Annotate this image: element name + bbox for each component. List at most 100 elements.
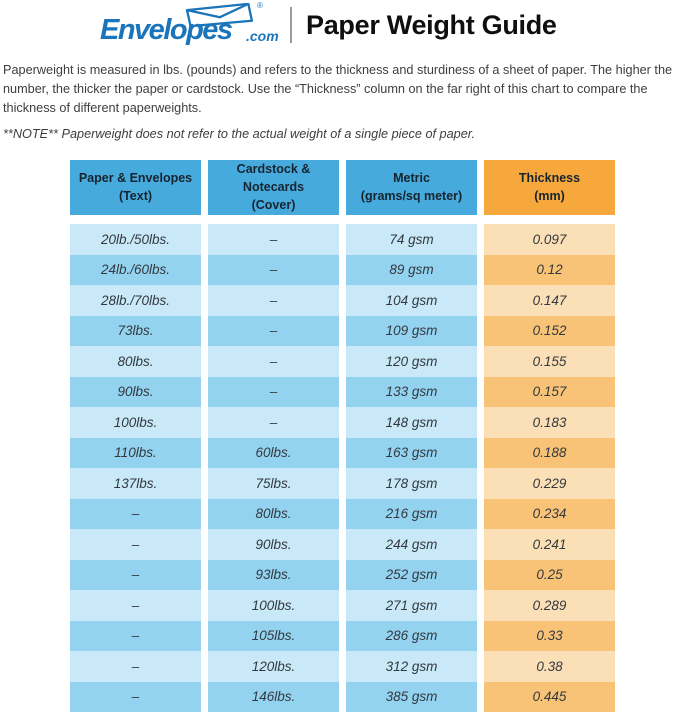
registered-mark: ® — [257, 1, 263, 10]
cell-cardstock-weight: – — [208, 254, 339, 286]
cell-thickness-mm: 0.33 — [484, 620, 615, 652]
cell-cardstock-weight: 146lbs. — [208, 681, 339, 712]
cell-metric-gsm: 178 gsm — [346, 468, 477, 499]
cell-thickness-mm: 0.097 — [484, 224, 615, 255]
column-header-thickness: Thickness (mm) — [484, 160, 615, 215]
cell-metric-gsm: 74 gsm — [346, 224, 477, 255]
cell-thickness-mm: 0.229 — [484, 468, 615, 499]
header-divider — [290, 7, 292, 43]
paper-weight-table: Paper & Envelopes (Text) Cardstock & Not… — [70, 160, 615, 712]
table-row: –93lbs. 252 gsm 0.25 — [70, 559, 615, 591]
table-row: –100lbs. 271 gsm 0.289 — [70, 590, 615, 621]
table-row: 110lbs. 60lbs. 163 gsm 0.188 — [70, 437, 615, 469]
cell-cardstock-weight: 80lbs. — [208, 498, 339, 530]
cell-paper-weight: 110lbs. — [70, 437, 201, 469]
cell-metric-gsm: 89 gsm — [346, 254, 477, 286]
cell-cardstock-weight: – — [208, 346, 339, 377]
cell-metric-gsm: 104 gsm — [346, 285, 477, 316]
column-header-cardstock-notecards: Cardstock & Notecards (Cover) — [208, 160, 339, 215]
column-header-line2: (grams/sq meter) — [360, 189, 463, 204]
cell-metric-gsm: 148 gsm — [346, 407, 477, 438]
cell-paper-weight: 28lb./70lbs. — [70, 285, 201, 316]
cell-metric-gsm: 385 gsm — [346, 681, 477, 712]
cell-cardstock-weight: – — [208, 407, 339, 438]
cell-cardstock-weight: 90lbs. — [208, 529, 339, 560]
cell-metric-gsm: 286 gsm — [346, 620, 477, 652]
cell-thickness-mm: 0.38 — [484, 651, 615, 682]
logo-tld-text: .com — [246, 28, 279, 44]
cell-paper-weight: – — [70, 620, 201, 652]
intro-paragraph: Paperweight is measured in lbs. (pounds)… — [3, 63, 673, 116]
cell-thickness-mm: 0.183 — [484, 407, 615, 438]
table-row: –146lbs. 385 gsm 0.445 — [70, 681, 615, 712]
cell-thickness-mm: 0.241 — [484, 529, 615, 560]
cell-metric-gsm: 216 gsm — [346, 498, 477, 530]
cell-cardstock-weight: 93lbs. — [208, 559, 339, 591]
page-title: Paper Weight Guide — [306, 9, 557, 40]
cell-cardstock-weight: 75lbs. — [208, 468, 339, 499]
cell-paper-weight: – — [70, 529, 201, 560]
table-row: –120lbs. 312 gsm 0.38 — [70, 651, 615, 682]
cell-metric-gsm: 252 gsm — [346, 559, 477, 591]
table-row: –105lbs. 286 gsm 0.33 — [70, 620, 615, 652]
table-row: –90lbs. 244 gsm 0.241 — [70, 529, 615, 560]
cell-cardstock-weight: 100lbs. — [208, 590, 339, 621]
cell-cardstock-weight: – — [208, 315, 339, 347]
column-header-line1: Paper & Envelopes — [78, 171, 193, 186]
cell-cardstock-weight: – — [208, 285, 339, 316]
cell-thickness-mm: 0.147 — [484, 285, 615, 316]
cell-paper-weight: 80lbs. — [70, 346, 201, 377]
cell-paper-weight: 20lb./50lbs. — [70, 224, 201, 255]
column-header-paper-envelopes: Paper & Envelopes (Text) — [70, 160, 201, 215]
table-row: 100lbs. –148 gsm 0.183 — [70, 407, 615, 438]
column-header-metric: Metric (grams/sq meter) — [346, 160, 477, 215]
header: ® Envelopes .com Paper Weight Guide — [0, 0, 679, 50]
cell-cardstock-weight: – — [208, 224, 339, 255]
table-row: 24lb./60lbs. –89 gsm 0.12 — [70, 254, 615, 286]
cell-paper-weight: 137lbs. — [70, 468, 201, 499]
cell-metric-gsm: 109 gsm — [346, 315, 477, 347]
table-row: 90lbs. –133 gsm 0.157 — [70, 376, 615, 408]
cell-thickness-mm: 0.12 — [484, 254, 615, 286]
column-header-line1: Thickness — [518, 171, 581, 186]
envelope-icon — [185, 3, 254, 27]
cell-paper-weight: 73lbs. — [70, 315, 201, 347]
cell-metric-gsm: 133 gsm — [346, 376, 477, 408]
cell-metric-gsm: 244 gsm — [346, 529, 477, 560]
table-row: –80lbs. 216 gsm 0.234 — [70, 498, 615, 530]
cell-thickness-mm: 0.234 — [484, 498, 615, 530]
column-header-line2: (Cover) — [251, 198, 296, 213]
cell-cardstock-weight: 105lbs. — [208, 620, 339, 652]
table-row: 73lbs. –109 gsm 0.152 — [70, 315, 615, 347]
table-body: 20lb./50lbs. –74 gsm 0.097 24lb./60lbs. –89 … — [70, 224, 615, 712]
cell-thickness-mm: 0.188 — [484, 437, 615, 469]
cell-thickness-mm: 0.289 — [484, 590, 615, 621]
column-header-line2: (mm) — [534, 189, 565, 204]
cell-metric-gsm: 120 gsm — [346, 346, 477, 377]
table-row: 137lbs. 75lbs. 178 gsm 0.229 — [70, 468, 615, 499]
intro-note: **NOTE** Paperweight does not refer to t… — [3, 127, 476, 142]
table-row: 80lbs. –120 gsm 0.155 — [70, 346, 615, 377]
column-header-line1: Metric — [393, 171, 430, 186]
intro-section: Paperweight is measured in lbs. (pounds)… — [0, 61, 679, 141]
cell-metric-gsm: 271 gsm — [346, 590, 477, 621]
cell-thickness-mm: 0.155 — [484, 346, 615, 377]
cell-metric-gsm: 163 gsm — [346, 437, 477, 469]
cell-paper-weight: – — [70, 681, 201, 712]
cell-paper-weight: – — [70, 559, 201, 591]
cell-paper-weight: 90lbs. — [70, 376, 201, 408]
cell-metric-gsm: 312 gsm — [346, 651, 477, 682]
cell-paper-weight: – — [70, 590, 201, 621]
table-row: 28lb./70lbs. –104 gsm 0.147 — [70, 285, 615, 316]
column-header-line2: (Text) — [118, 189, 153, 204]
cell-thickness-mm: 0.445 — [484, 681, 615, 712]
cell-thickness-mm: 0.25 — [484, 559, 615, 591]
cell-thickness-mm: 0.157 — [484, 376, 615, 408]
table-header-row: Paper & Envelopes (Text) Cardstock & Not… — [70, 160, 615, 215]
logo-brand-text: Envelopes — [100, 14, 233, 46]
envelopes-logo[interactable]: ® Envelopes .com — [100, 2, 282, 48]
cell-cardstock-weight: 120lbs. — [208, 651, 339, 682]
cell-paper-weight: – — [70, 651, 201, 682]
table-row: 20lb./50lbs. –74 gsm 0.097 — [70, 224, 615, 255]
cell-paper-weight: – — [70, 498, 201, 530]
